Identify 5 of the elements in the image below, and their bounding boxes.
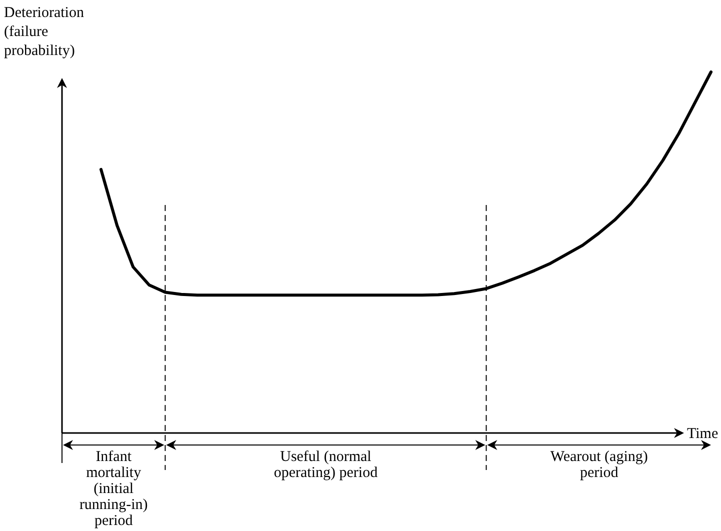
text: Infant mortality (initial running-in) period (79, 449, 148, 529)
x-axis-title: Time (687, 426, 718, 442)
text: Wearout (aging) period (550, 449, 648, 481)
y-axis-title: Deterioration (failure probability) (4, 5, 84, 59)
text: Useful (normal operating) period (274, 449, 378, 481)
